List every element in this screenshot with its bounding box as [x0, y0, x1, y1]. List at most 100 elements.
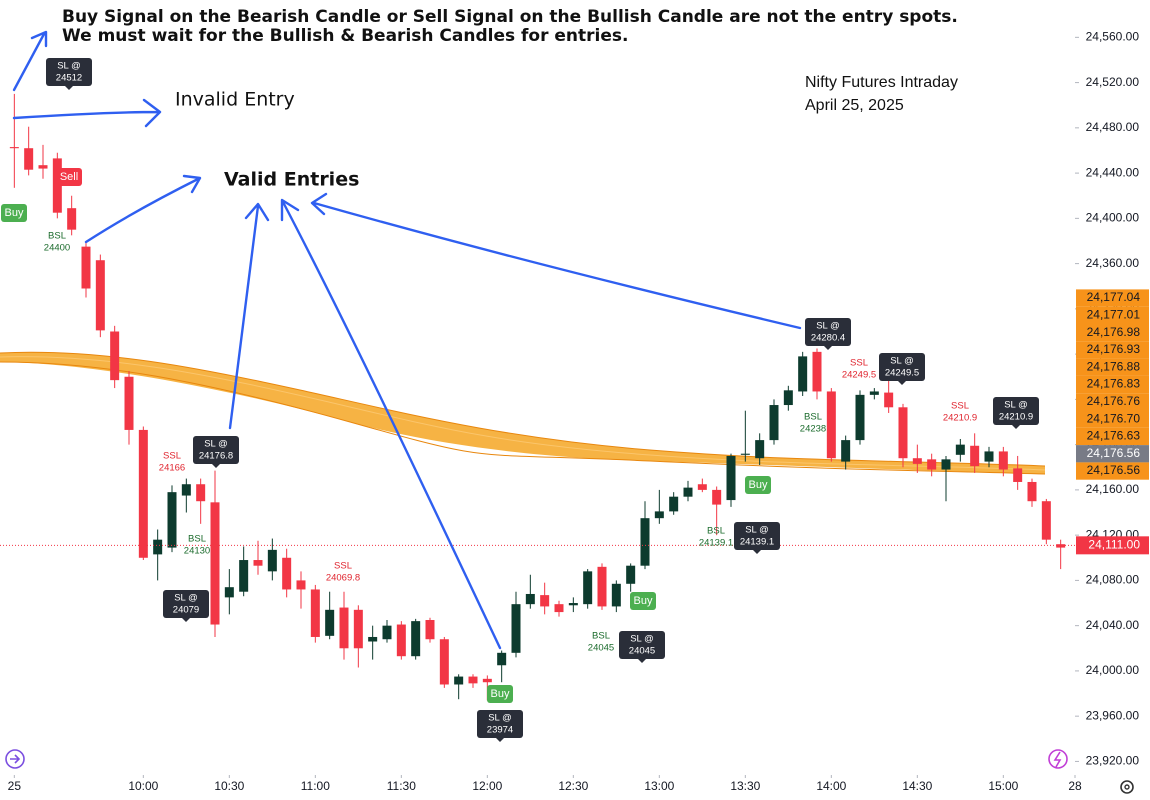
- candle-body: [310, 589, 320, 637]
- candle-body: [912, 458, 922, 464]
- sl-text: 24280.4: [811, 333, 845, 344]
- sl-text: 24210.9: [999, 412, 1033, 423]
- y-tick-label: 24,160.00: [1086, 482, 1140, 496]
- y-tick-label: 24,040.00: [1086, 618, 1140, 632]
- candle-body: [554, 604, 564, 613]
- candle-body: [683, 487, 693, 497]
- y-tick-label: 23,920.00: [1086, 754, 1140, 768]
- y-tick-label: 24,520.00: [1086, 75, 1140, 89]
- ma-badge: [1076, 427, 1149, 446]
- arrow: [84, 174, 202, 244]
- candle-body: [941, 459, 951, 470]
- candle-body: [282, 557, 292, 590]
- chart-title: Nifty Futures Intraday: [805, 74, 958, 91]
- ssl-text: SSL: [334, 561, 352, 572]
- settings-icon[interactable]: [1120, 780, 1134, 794]
- candle-body: [167, 492, 177, 548]
- sell-text: Sell: [60, 171, 78, 183]
- candle-body: [1013, 468, 1023, 482]
- sl-text: 24176.8: [199, 451, 233, 462]
- candle-body: [869, 391, 879, 395]
- candle-body: [626, 565, 636, 584]
- sl-box: [163, 590, 209, 618]
- sell-badge: [56, 168, 82, 186]
- arrow: [12, 98, 162, 128]
- ma-label: 24,176.56: [1087, 446, 1141, 460]
- axis-layer: 23,920.00 23,960.00 24,000.00 24,040.00 24,0…: [8, 30, 1149, 793]
- x-tick-label: 11:30: [387, 779, 416, 793]
- candle-body: [153, 539, 163, 555]
- x-tick-label: 13:00: [644, 779, 674, 793]
- arrow: [228, 202, 270, 430]
- candle-body: [812, 351, 822, 392]
- bsl-text: 24130: [184, 546, 210, 557]
- candle-body: [425, 620, 435, 640]
- sl-text: SL @: [630, 634, 654, 645]
- sl-box: [619, 631, 665, 659]
- valid-label: Valid Entries: [224, 169, 359, 191]
- ma-label: 24,176.70: [1087, 411, 1141, 425]
- candle-body: [210, 502, 220, 625]
- sl-text: SL @: [745, 525, 769, 536]
- sl-text: SL @: [204, 439, 228, 450]
- candle-body: [411, 621, 421, 657]
- annotation-layer: Buy Signal on the Bearish Candle or Sell…: [62, 7, 958, 191]
- candle-body: [497, 652, 507, 666]
- sl-box: [734, 522, 780, 550]
- candle-body: [740, 453, 750, 455]
- alert-icon[interactable]: [1048, 749, 1068, 769]
- buy-text: Buy: [491, 688, 510, 700]
- ma-label: 24,177.04: [1087, 290, 1141, 304]
- ssl-text: SSL: [951, 401, 969, 412]
- candle-body: [482, 678, 492, 683]
- candle-body: [253, 560, 263, 566]
- candle-body: [640, 518, 650, 566]
- sl-box-pointer: [824, 346, 832, 350]
- invalid-label: Invalid Entry: [175, 89, 295, 111]
- ma-badge: [1076, 445, 1149, 463]
- sl-text: SL @: [816, 321, 840, 332]
- ma-label: 24,176.76: [1087, 394, 1141, 408]
- candle-body: [654, 511, 664, 519]
- ma-badge: [1076, 358, 1149, 376]
- ma-line: [0, 361, 1046, 475]
- sl-box: [993, 397, 1039, 425]
- last-price-badge: [1076, 536, 1149, 555]
- x-tick-label: 12:00: [472, 779, 502, 793]
- sl-text: SL @: [890, 356, 914, 367]
- sl-text: 23974: [487, 725, 513, 736]
- y-tick-label: 24,480.00: [1086, 120, 1140, 134]
- x-tick-label: 25: [8, 779, 22, 793]
- ma-badge: [1076, 393, 1149, 411]
- arrow: [310, 192, 802, 330]
- sl-text: 24045: [629, 646, 655, 657]
- arrow: [280, 198, 502, 650]
- sl-text: 24079: [173, 605, 199, 616]
- y-tick-label: 24,560.00: [1086, 30, 1140, 44]
- sl-box-pointer: [638, 659, 646, 663]
- sl-text: SL @: [488, 713, 512, 724]
- sl-box: [46, 58, 92, 86]
- note: Buy Signal on the Bearish Candle or Sell…: [62, 7, 958, 27]
- candle-body: [525, 593, 535, 605]
- candle-body: [124, 376, 134, 430]
- candle-body: [597, 566, 607, 607]
- ma-label: 24,176.88: [1087, 359, 1141, 373]
- ssl-text: 24069.8: [326, 573, 360, 584]
- y-tick-label: 24,440.00: [1086, 165, 1140, 179]
- candle-body: [67, 208, 77, 230]
- arrow: [12, 30, 48, 92]
- ma-label: 24,176.56: [1087, 463, 1141, 477]
- bsl-text: BSL: [804, 412, 822, 423]
- sl-box-pointer: [898, 381, 906, 385]
- buy-badge: [487, 685, 513, 703]
- candle-body: [396, 624, 406, 657]
- candle-body: [224, 587, 234, 598]
- sl-text: 24512: [56, 73, 82, 84]
- y-tick-label: 24,080.00: [1086, 573, 1140, 587]
- buy-text: Buy: [749, 479, 768, 491]
- replay-icon[interactable]: [5, 749, 25, 769]
- candle-body: [755, 440, 765, 459]
